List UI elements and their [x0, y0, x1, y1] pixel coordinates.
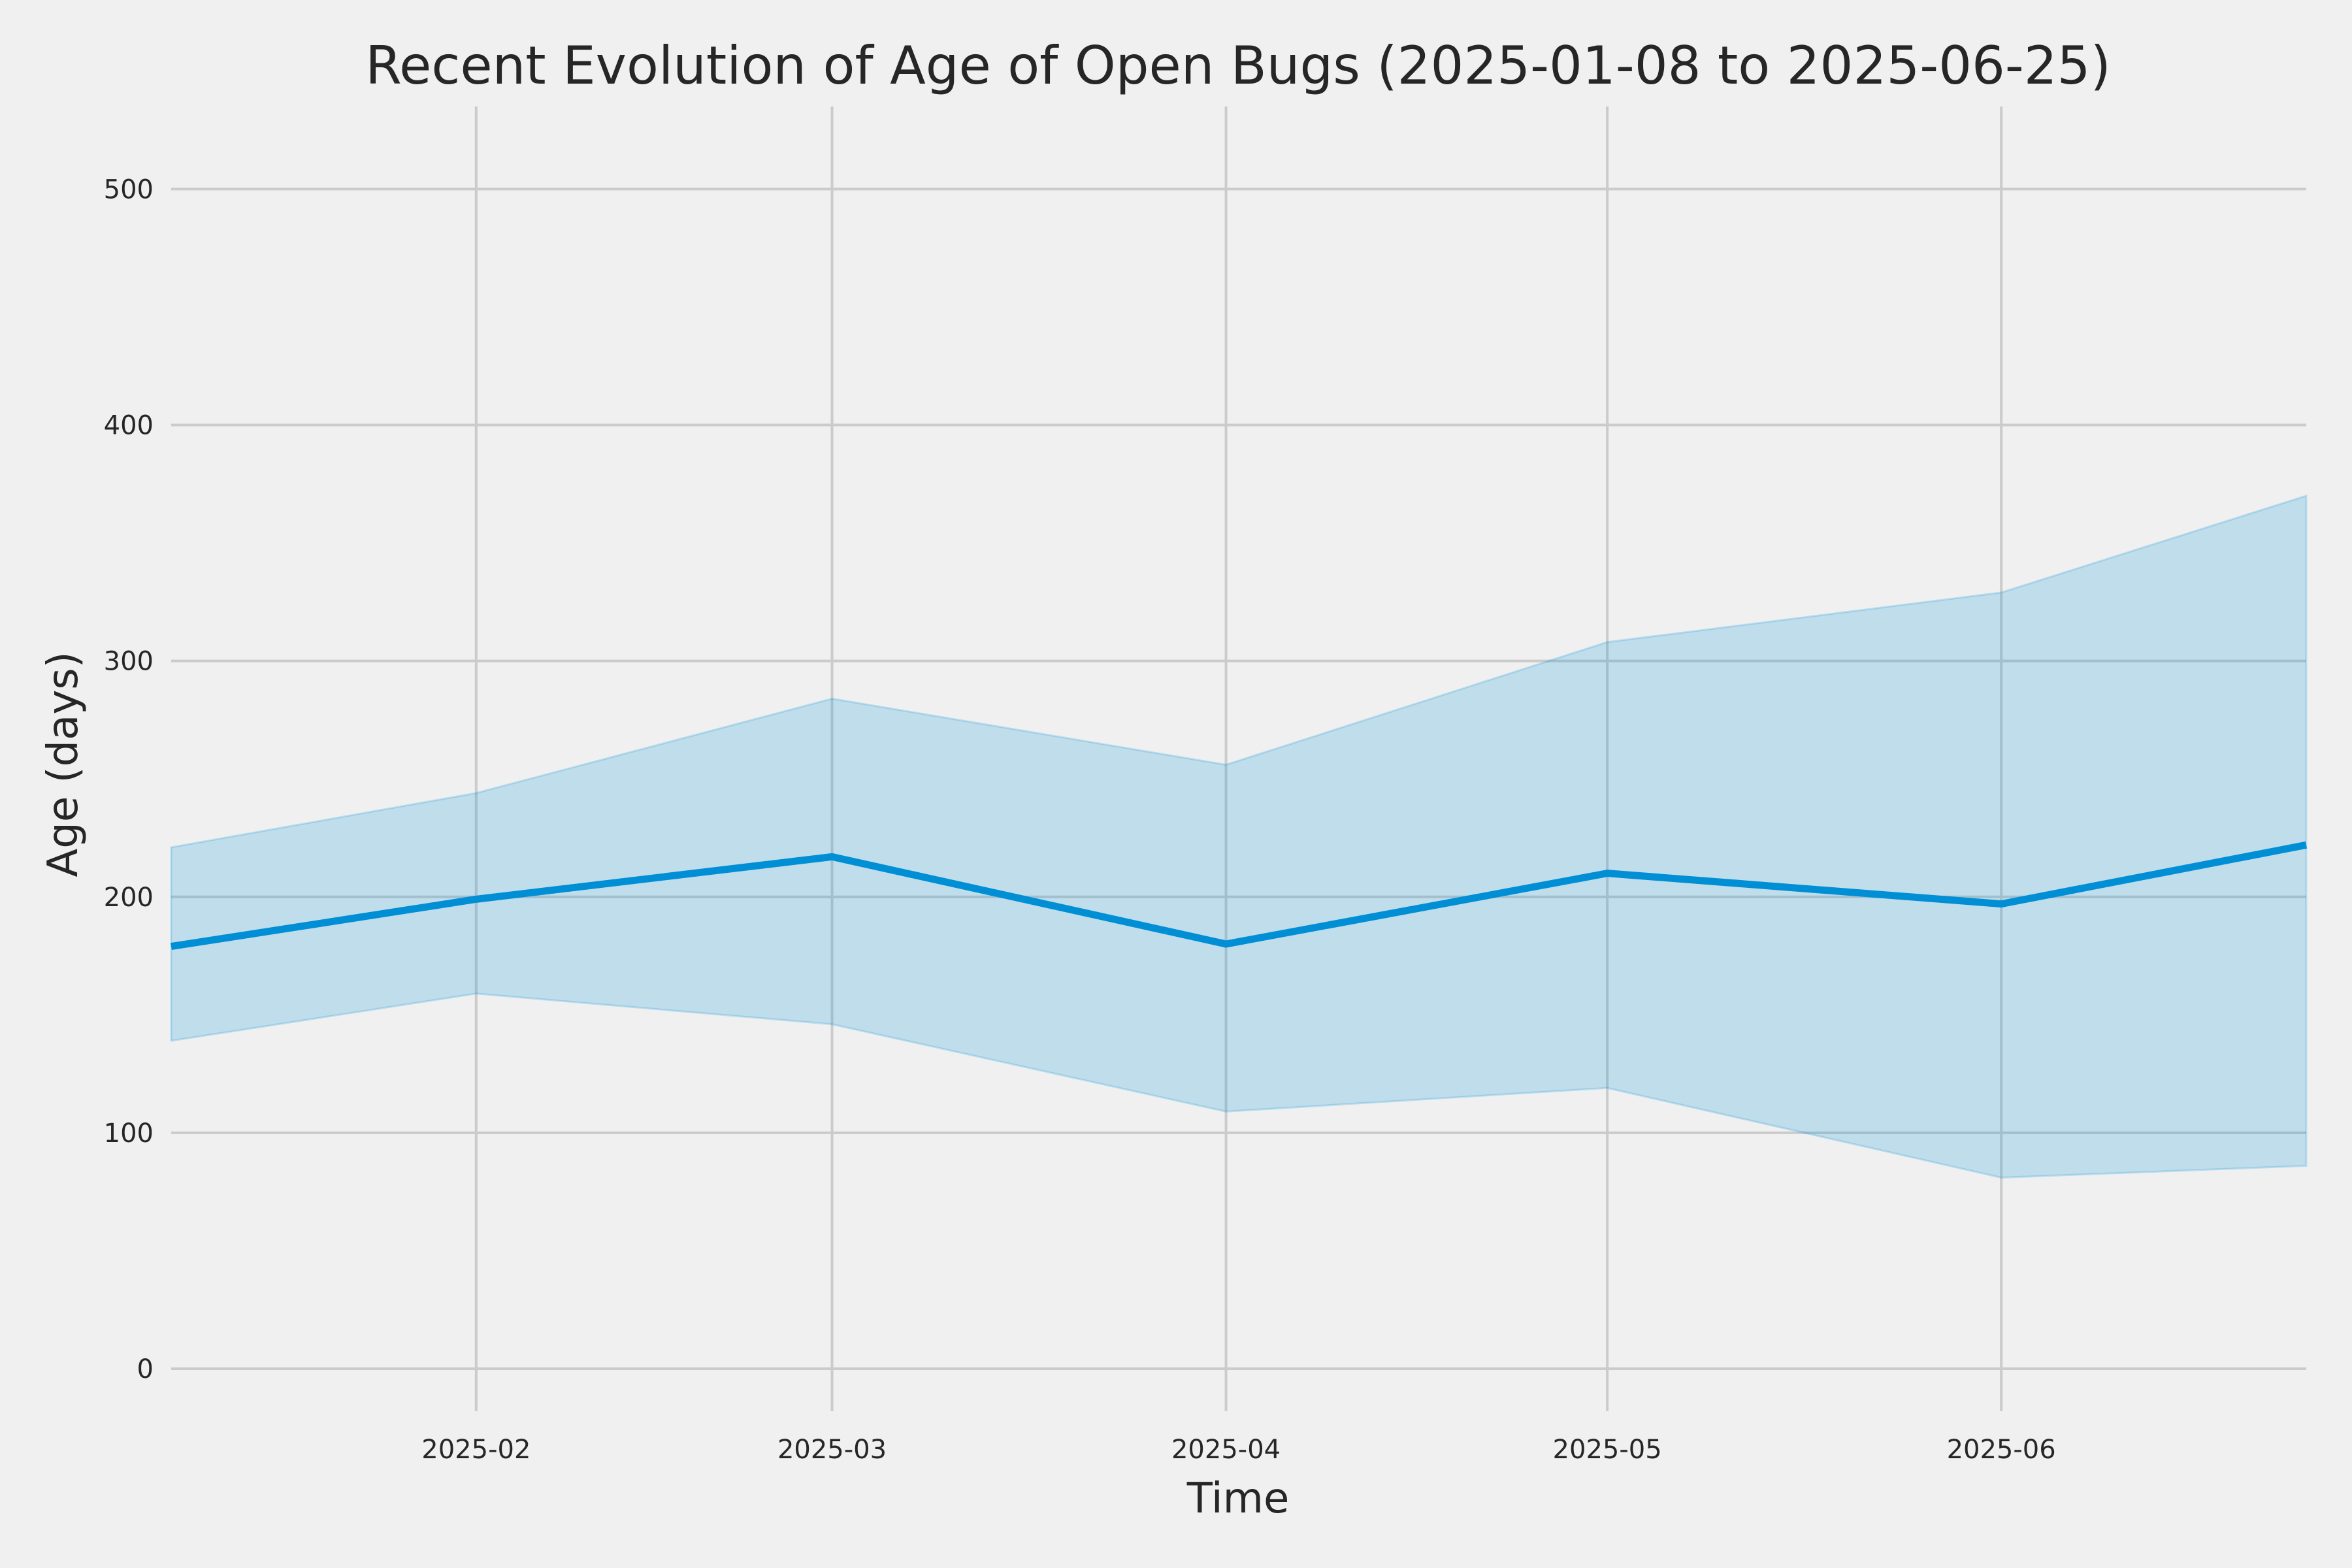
y-tick-labels: 0 100 200 300 400 500: [104, 174, 154, 1384]
x-tick-labels: 2025-02 2025-03 2025-04 2025-05 2025-06: [421, 1435, 2055, 1465]
x-tick-label: 2025-04: [1171, 1435, 1281, 1465]
x-tick-label: 2025-06: [1947, 1435, 2056, 1465]
y-tick-label: 500: [104, 174, 154, 204]
x-tick-label: 2025-03: [777, 1435, 887, 1465]
y-tick-label: 0: [137, 1354, 154, 1384]
y-tick-label: 100: [104, 1119, 154, 1149]
x-axis-label: Time: [1186, 1475, 1290, 1523]
range-band: [170, 494, 2308, 1179]
y-axis-label: Age (days): [39, 651, 88, 877]
x-tick-label: 2025-05: [1553, 1435, 1662, 1465]
series-line: [171, 841, 2308, 951]
x-tick-label: 2025-02: [421, 1435, 531, 1465]
y-tick-label: 200: [104, 883, 154, 913]
y-tick-label: 400: [104, 411, 154, 441]
grid: [171, 106, 2306, 1411]
chart-title: Recent Evolution of Age of Open Bugs (20…: [365, 35, 2111, 96]
y-tick-label: 300: [104, 647, 154, 677]
range-band-area: [170, 494, 2308, 1179]
series-line-path: [171, 841, 2308, 951]
